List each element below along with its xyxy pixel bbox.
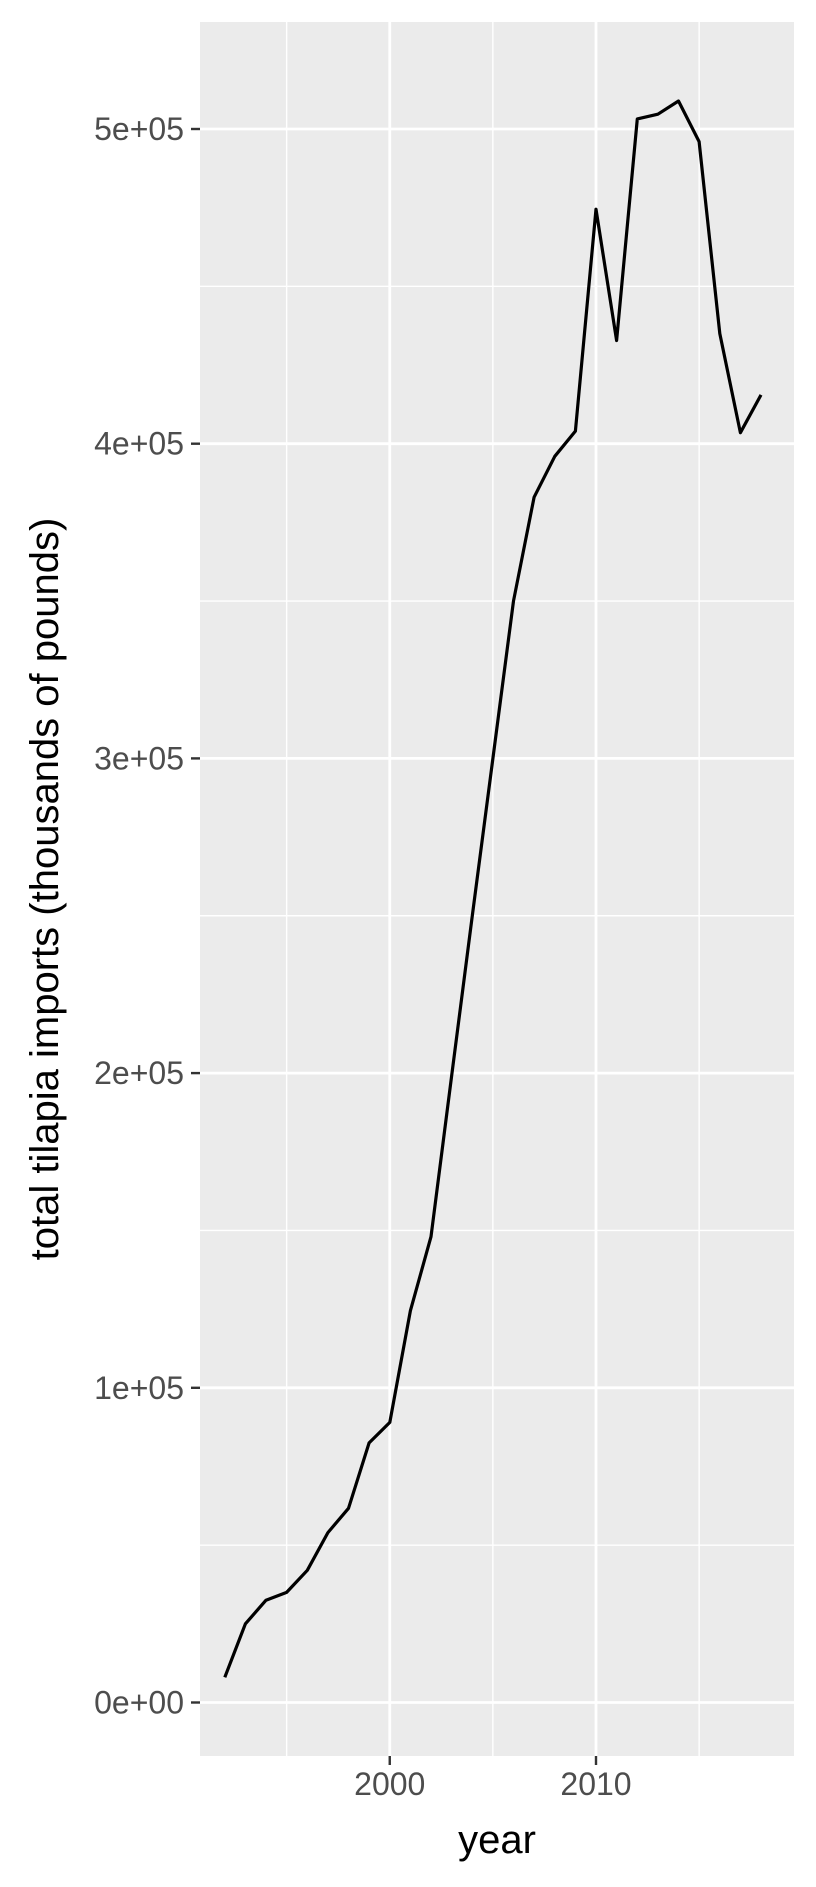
y-tick-label: 3e+05 bbox=[94, 740, 184, 776]
y-tick-label: 2e+05 bbox=[94, 1055, 184, 1091]
y-tick-label: 1e+05 bbox=[94, 1370, 184, 1406]
x-tick-label: 2010 bbox=[560, 1766, 631, 1802]
minor-gridlines bbox=[200, 22, 794, 1756]
x-tick-label: 2000 bbox=[354, 1766, 425, 1802]
x-axis: 2000 2010 bbox=[354, 1756, 632, 1802]
plot-background bbox=[200, 22, 794, 1756]
y-axis: 0e+00 1e+05 2e+05 3e+05 4e+05 5e+05 bbox=[94, 111, 200, 1721]
y-axis-title: total tilapia imports (thousands of poun… bbox=[23, 518, 67, 1261]
y-tick-label: 0e+00 bbox=[94, 1685, 184, 1721]
x-axis-title: year bbox=[458, 1818, 536, 1862]
series-line bbox=[223, 99, 763, 1678]
y-tick-label: 5e+05 bbox=[94, 111, 184, 147]
y-tick-label: 4e+05 bbox=[94, 426, 184, 462]
major-gridlines bbox=[200, 22, 794, 1756]
series-layer bbox=[223, 99, 763, 1678]
